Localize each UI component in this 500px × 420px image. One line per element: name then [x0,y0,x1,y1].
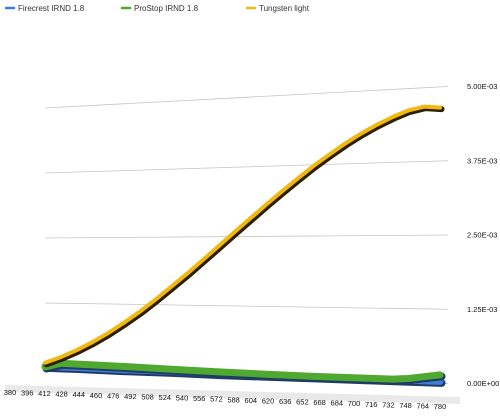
series-lines [41,104,446,387]
x-tick-label: 460 [90,391,103,400]
x-tick-label: 652 [296,398,309,407]
y-tick-label: 5.00E-03 [467,82,497,91]
gridline [44,86,449,109]
x-tick-label: 684 [331,399,344,408]
x-tick-label: 700 [348,399,361,408]
x-tick-label: 668 [313,398,326,407]
x-tick-label: 604 [245,396,258,405]
y-tick-label: 0.00E+00 [467,379,499,388]
x-tick-label: 588 [227,395,240,404]
y-tick-label: 3.75E-03 [467,156,497,165]
series-line [43,104,442,365]
x-tick-label: 572 [210,395,223,404]
legend-label: Firecrest IRND 1.8 [18,4,85,13]
x-tick-label: 524 [159,393,172,402]
x-tick-label: 396 [21,389,34,398]
x-tick-label: 732 [382,400,395,409]
x-tick-label: 412 [38,389,51,398]
x-tick-label: 508 [141,392,154,401]
x-tick-label: 380 [4,388,17,397]
x-tick-label: 476 [107,391,120,400]
x-tick-label: 764 [417,401,430,410]
series-line [41,359,444,383]
x-tick-label: 444 [73,390,86,399]
legend-item: Firecrest IRND 1.8 [4,4,85,13]
floor-band [5,385,460,404]
gridline [44,302,449,310]
x-tick-label: 748 [399,401,412,410]
series-shadow [43,105,445,368]
y-tick-label: 2.50E-03 [467,231,497,240]
gridline [44,234,449,239]
x-tick-label: 620 [262,396,275,405]
gridline [44,160,449,174]
axis-labels: 0.00E+00 1.25E-03 2.50E-03 3.75E-03 5.00E-03… [4,82,500,411]
legend-item: Tungsten light [245,4,310,13]
x-tick-label: 428 [55,390,68,399]
chart-floor [5,385,460,404]
x-tick-label: 492 [124,392,137,401]
legend: Firecrest IRND 1.8 ProStop IRND 1.8 Tungst… [4,4,310,13]
y-tick-label: 1.25E-03 [467,305,497,314]
legend-item: ProStop IRND 1.8 [120,4,199,13]
x-tick-label: 556 [193,394,206,403]
x-tick-label: 636 [279,397,292,406]
legend-label: ProStop IRND 1.8 [134,4,199,13]
x-tick-label: 716 [365,400,378,409]
x-tick-label: 780 [434,402,447,411]
legend-label: Tungsten light [259,4,310,13]
x-tick-label: 540 [176,394,189,403]
